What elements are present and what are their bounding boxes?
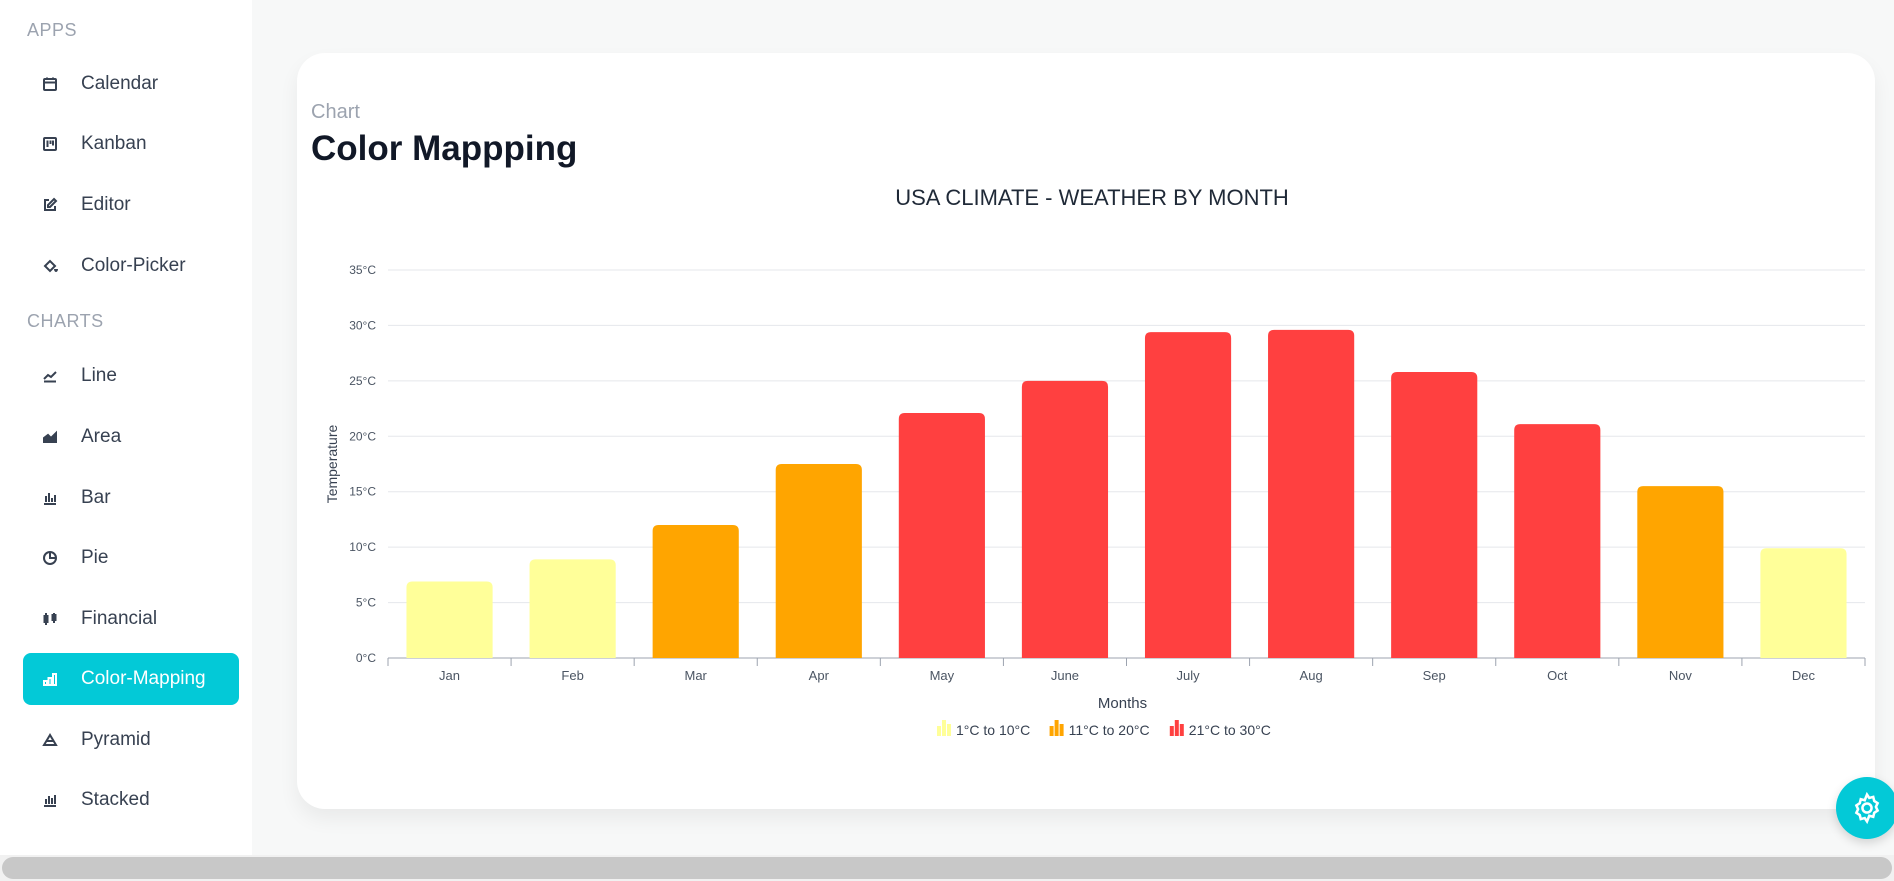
area-chart-icon: [41, 428, 59, 446]
sidebar-item-label: Bar: [81, 487, 111, 508]
chart-card: Chart Color Mappping USA CLIMATE - WEATH…: [297, 53, 1875, 809]
pie-chart-icon: [41, 549, 59, 567]
legend-label: 21°C to 30°C: [1189, 722, 1271, 738]
y-tick-label: 0°C: [356, 651, 376, 665]
x-tick-label: Aug: [1300, 668, 1323, 683]
y-tick-label: 35°C: [349, 263, 376, 277]
legend-marker: [1059, 724, 1064, 736]
legend-marker: [1049, 726, 1054, 736]
x-tick-label: Apr: [809, 668, 830, 683]
bar-jan: [406, 581, 493, 658]
sidebar-item-kanban[interactable]: Kanban: [23, 118, 239, 170]
sidebar-item-color-mapping[interactable]: Color-Mapping: [23, 653, 239, 705]
legend-marker: [942, 720, 946, 736]
bar-aug: [1268, 329, 1355, 658]
bar-apr: [775, 464, 862, 658]
x-tick-label: Sep: [1423, 668, 1446, 683]
sidebar-item-editor[interactable]: Editor: [23, 179, 239, 231]
y-tick-label: 25°C: [349, 374, 376, 388]
sidebar-item-label: Color-Picker: [81, 255, 186, 276]
settings-button[interactable]: [1836, 777, 1894, 839]
x-tick-label: Oct: [1547, 668, 1568, 683]
bar-chart-icon: [41, 489, 59, 507]
bar-nov: [1637, 486, 1724, 658]
sidebar-item-label: Editor: [81, 194, 131, 215]
x-tick-label: May: [930, 668, 955, 683]
y-tick-label: 20°C: [349, 429, 376, 443]
bar-oct: [1514, 424, 1601, 658]
x-tick-label: Feb: [561, 668, 583, 683]
sidebar-item-label: Pie: [81, 547, 109, 568]
line-chart-icon: [41, 367, 59, 385]
legend-marker: [1179, 724, 1184, 736]
x-tick-label: Jan: [439, 668, 460, 683]
x-tick-label: July: [1176, 668, 1200, 683]
color-mapping-chart: USA CLIMATE - WEATHER BY MONTH 0°C 5°C 10°C…: [324, 185, 1866, 738]
kanban-icon: [41, 135, 59, 153]
gear-icon: [1854, 791, 1880, 825]
sidebar-item-line[interactable]: Line: [23, 350, 239, 402]
legend-label: 11°C to 20°C: [1069, 722, 1150, 738]
x-axis-label: Months: [1098, 695, 1147, 712]
sidebar-item-label: Pyramid: [81, 729, 151, 750]
sidebar-item-pie[interactable]: Pie: [23, 532, 239, 584]
sidebar-item-stacked[interactable]: Stacked: [23, 774, 239, 826]
sidebar-item-calendar[interactable]: Calendar: [23, 58, 239, 110]
sidebar-item-label: Calendar: [81, 73, 159, 94]
bar-may: [898, 413, 985, 658]
sidebar-item-label: Color-Mapping: [81, 668, 206, 689]
sidebar: APPS Calendar Kanban Editor Color-Picker…: [0, 0, 252, 855]
y-tick-label: 15°C: [349, 485, 376, 499]
sidebar-item-label: Stacked: [81, 789, 150, 810]
x-tick-label: Nov: [1669, 668, 1693, 683]
legend-marker: [1169, 726, 1174, 736]
bar-june: [1021, 380, 1109, 658]
sidebar-item-label: Financial: [81, 608, 158, 629]
y-axis-label: Temperature: [324, 424, 340, 503]
sidebar-item-financial[interactable]: Financial: [23, 593, 239, 645]
scrollbar-thumb[interactable]: [2, 857, 1892, 879]
sidebar-item-pyramid[interactable]: Pyramid: [23, 714, 239, 766]
pyramid-icon: [41, 731, 59, 749]
legend-marker: [937, 726, 941, 736]
horizontal-scrollbar[interactable]: [0, 855, 1894, 881]
charts-section-title: CHARTS: [27, 311, 104, 331]
sidebar-item-label: Kanban: [81, 133, 147, 154]
financial-icon: [41, 610, 59, 628]
apps-section-title: APPS: [27, 20, 78, 40]
stacked-chart-icon: [41, 791, 59, 809]
page-category: Chart: [311, 101, 360, 123]
sidebar-item-area[interactable]: Area: [23, 411, 239, 463]
bar-feb: [529, 559, 616, 658]
bar-dec: [1760, 548, 1847, 658]
color-mapping-icon: [41, 670, 59, 688]
sidebar-item-bar[interactable]: Bar: [23, 472, 239, 524]
calendar-icon: [41, 75, 59, 93]
chart-title: USA CLIMATE - WEATHER BY MONTH: [895, 185, 1289, 210]
legend-marker: [947, 724, 951, 736]
sidebar-item-color-picker[interactable]: Color-Picker: [23, 240, 239, 292]
legend-marker: [1054, 720, 1059, 736]
y-tick-label: 5°C: [356, 596, 376, 610]
bar-sep: [1391, 371, 1478, 658]
y-tick-label: 10°C: [349, 540, 376, 554]
x-tick-label: Mar: [685, 668, 708, 683]
page-title: Color Mappping: [311, 129, 578, 168]
x-tick-label: Dec: [1792, 668, 1816, 683]
y-tick-label: 30°C: [349, 318, 376, 332]
x-tick-label: June: [1051, 668, 1079, 683]
sidebar-item-label: Line: [81, 365, 117, 386]
legend-marker: [1174, 720, 1179, 736]
legend-label: 1°C to 10°C: [956, 722, 1030, 738]
bar-july: [1144, 332, 1232, 658]
edit-icon: [41, 196, 59, 214]
bar-mar: [652, 524, 739, 658]
paint-bucket-icon: [41, 257, 59, 275]
sidebar-item-label: Area: [81, 426, 122, 447]
